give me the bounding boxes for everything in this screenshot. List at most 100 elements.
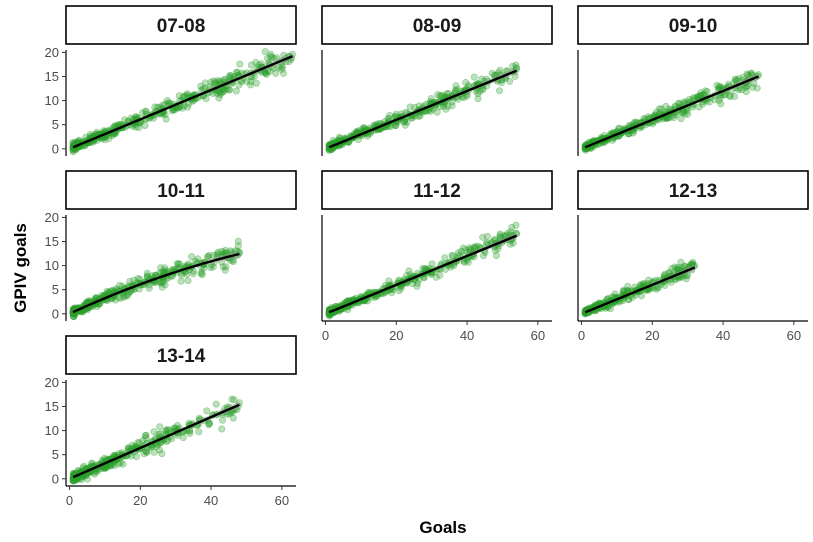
data-point	[234, 237, 242, 245]
data-point	[252, 79, 260, 87]
data-point	[127, 114, 135, 122]
data-point	[663, 115, 671, 123]
data-point	[261, 68, 269, 76]
data-point	[716, 84, 724, 92]
data-point	[463, 92, 471, 100]
data-point	[171, 106, 179, 114]
data-point	[490, 236, 498, 244]
data-point	[212, 78, 220, 86]
data-point	[735, 75, 743, 83]
data-point	[492, 252, 500, 260]
data-point	[677, 258, 685, 266]
data-point	[406, 103, 414, 111]
panel-12-13: 12-13 0 20 40 60	[577, 170, 809, 343]
data-point	[229, 414, 237, 422]
data-point	[141, 122, 149, 130]
fit-line	[72, 252, 240, 314]
data-point	[696, 92, 704, 100]
data-point	[415, 102, 423, 110]
data-point	[476, 87, 484, 95]
data-point	[198, 268, 206, 276]
data-point	[511, 72, 519, 80]
data-point	[221, 76, 229, 84]
data-point	[444, 102, 452, 110]
data-point	[437, 92, 445, 100]
data-point	[168, 107, 176, 115]
data-point	[229, 256, 237, 264]
data-point	[427, 107, 435, 115]
data-point	[436, 92, 444, 100]
data-point	[177, 277, 185, 285]
data-point	[434, 91, 442, 99]
data-point	[640, 280, 648, 288]
data-point	[120, 293, 128, 301]
y-tick-label: 15	[45, 234, 59, 249]
data-point	[620, 286, 628, 294]
data-point	[711, 96, 719, 104]
data-point	[150, 428, 158, 436]
data-point	[415, 112, 423, 120]
data-point	[124, 444, 132, 452]
data-point	[483, 232, 491, 240]
data-point	[458, 247, 466, 255]
data-point	[151, 103, 159, 111]
data-point	[606, 305, 614, 313]
data-point	[678, 108, 686, 116]
data-point	[689, 258, 697, 266]
data-point	[272, 69, 280, 77]
data-point	[247, 78, 255, 86]
data-point	[645, 276, 653, 284]
data-point	[448, 251, 456, 259]
data-point	[217, 88, 225, 96]
data-point	[678, 273, 686, 281]
data-point	[217, 89, 225, 97]
data-point	[195, 428, 203, 436]
data-point	[413, 282, 421, 290]
data-point	[459, 244, 467, 252]
data-point	[156, 278, 164, 286]
data-point	[204, 253, 212, 261]
data-point	[395, 287, 403, 295]
y-tick-label: 15	[45, 69, 59, 84]
data-point	[741, 83, 749, 91]
data-point	[488, 69, 496, 77]
data-point	[183, 90, 191, 98]
data-point	[494, 245, 502, 253]
data-point	[70, 313, 78, 321]
data-point	[135, 124, 143, 132]
data-point	[123, 291, 131, 299]
data-point	[218, 425, 226, 433]
data-point	[464, 81, 472, 89]
data-point	[403, 118, 411, 126]
data-point	[439, 102, 447, 110]
data-point	[432, 273, 440, 281]
y-tick-label: 0	[52, 306, 59, 321]
data-point	[154, 103, 162, 111]
strip-box	[65, 5, 297, 45]
data-point	[233, 68, 241, 76]
fit-line	[584, 266, 696, 314]
data-point	[209, 263, 217, 271]
data-point	[693, 93, 701, 101]
data-point	[277, 65, 285, 73]
panel-11-12: 11-12 0 20 40 60	[321, 170, 553, 343]
data-point	[674, 263, 682, 271]
data-point	[454, 249, 462, 257]
data-point	[677, 115, 685, 123]
data-point	[721, 91, 729, 99]
data-point	[453, 85, 461, 93]
data-point	[703, 88, 711, 96]
data-point	[158, 268, 166, 276]
y-tick-label: 0	[52, 471, 59, 486]
data-point	[161, 111, 169, 119]
data-point	[197, 269, 205, 277]
data-point	[220, 86, 228, 94]
data-point	[506, 240, 514, 248]
data-point	[273, 54, 281, 62]
data-point	[107, 287, 115, 295]
data-point	[689, 94, 697, 102]
y-tick-label: 20	[45, 210, 59, 225]
data-point	[750, 79, 758, 87]
data-point	[666, 113, 674, 121]
data-point	[682, 272, 690, 280]
